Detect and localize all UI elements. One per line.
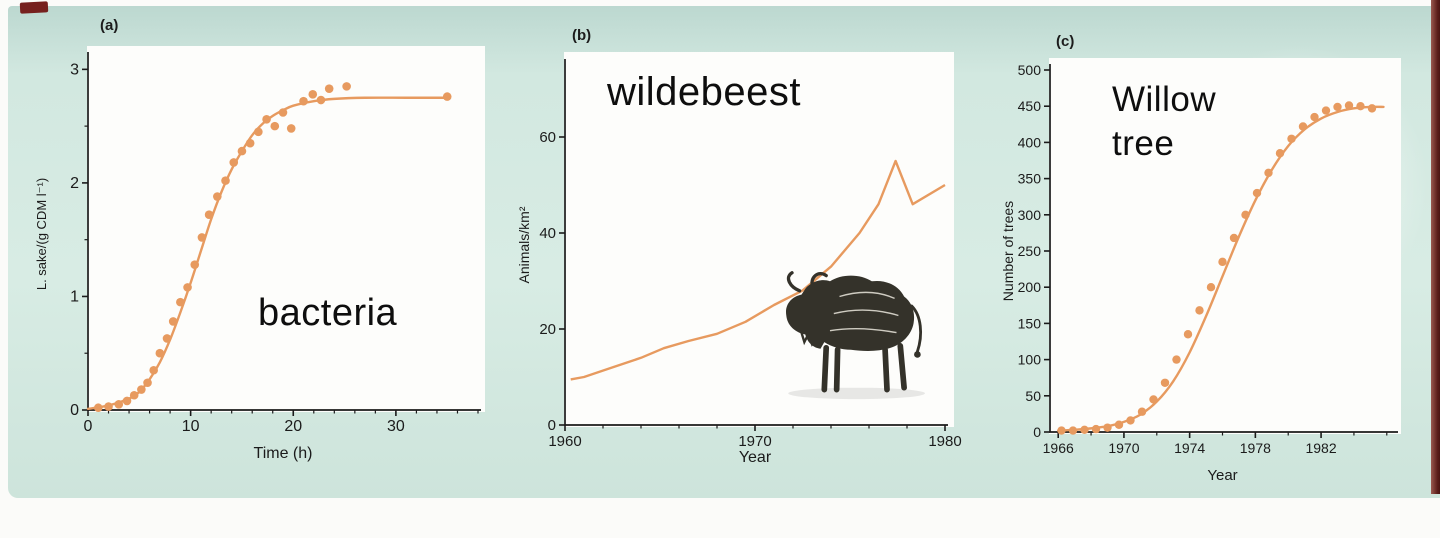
svg-text:450: 450: [1018, 98, 1042, 114]
annotation-wildebeest: wildebeest: [607, 70, 802, 114]
wildebeest-chart-canvas: 1960 1970 1980 0 20 40 60 Year Animals/km²: [516, 52, 962, 466]
svg-text:20: 20: [539, 321, 556, 338]
svg-text:1966: 1966: [1043, 440, 1074, 456]
wildebeest-icon: [786, 271, 925, 400]
svg-text:40: 40: [539, 225, 556, 242]
panel-letter-c: (c): [1056, 33, 1075, 50]
svg-text:30: 30: [387, 418, 405, 435]
svg-text:20: 20: [284, 418, 302, 435]
svg-text:200: 200: [1018, 279, 1042, 295]
svg-text:100: 100: [1018, 352, 1042, 368]
bacteria-chart-canvas: 0 10 20 30 0 1 2 3 Time (h) L. sake/(g CDM l⁻¹): [34, 46, 485, 462]
svg-text:Year: Year: [1207, 467, 1237, 484]
panel-letter-b: (b): [572, 27, 592, 44]
svg-text:10: 10: [182, 418, 200, 435]
svg-text:0: 0: [70, 402, 79, 419]
wildebeest-population-chart: 1960 1970 1980 0 20 40 60 Year Animals/km² (b) w…: [515, 10, 985, 495]
svg-text:1980: 1980: [928, 433, 961, 450]
svg-text:0: 0: [548, 417, 556, 434]
svg-text:Time (h): Time (h): [254, 445, 313, 462]
svg-text:1960: 1960: [548, 433, 581, 450]
annotation-bacteria: bacteria: [258, 292, 398, 334]
svg-text:1974: 1974: [1174, 440, 1205, 456]
svg-text:400: 400: [1018, 134, 1042, 150]
svg-text:1: 1: [70, 288, 79, 305]
page-edge-strip: [1431, 0, 1440, 494]
svg-text:60: 60: [539, 129, 556, 146]
willow-chart-canvas: 1966 1970 1974 1978 1982 0 50 100 150 200 250 300 35…: [1000, 58, 1401, 484]
svg-text:Animals/km²: Animals/km²: [516, 206, 532, 283]
svg-text:1970: 1970: [738, 433, 771, 450]
bacteria-growth-chart: 0 10 20 30 0 1 2 3 Time (h) L. sake/(g CDM l⁻¹) (…: [30, 10, 510, 490]
svg-text:Year: Year: [739, 449, 772, 466]
svg-text:3: 3: [70, 61, 79, 78]
svg-text:0: 0: [84, 418, 93, 435]
svg-text:350: 350: [1018, 171, 1042, 187]
svg-text:50: 50: [1025, 388, 1041, 404]
svg-text:250: 250: [1018, 243, 1042, 259]
svg-text:150: 150: [1018, 315, 1042, 331]
svg-text:0: 0: [1033, 424, 1041, 440]
svg-text:300: 300: [1018, 207, 1042, 223]
svg-text:1982: 1982: [1305, 440, 1336, 456]
panel-letter-a: (a): [100, 17, 119, 34]
annotation-willow-tree: Willow tree: [1112, 80, 1217, 163]
svg-text:1970: 1970: [1108, 440, 1139, 456]
svg-text:1978: 1978: [1240, 440, 1271, 456]
svg-text:500: 500: [1018, 62, 1042, 78]
svg-text:Number of trees: Number of trees: [1000, 201, 1016, 301]
svg-text:L. sake/(g CDM l⁻¹): L. sake/(g CDM l⁻¹): [34, 178, 49, 290]
willow-tree-chart: 1966 1970 1974 1978 1982 0 50 100 150 200 250 300 35…: [1000, 10, 1432, 505]
svg-text:2: 2: [70, 175, 79, 192]
